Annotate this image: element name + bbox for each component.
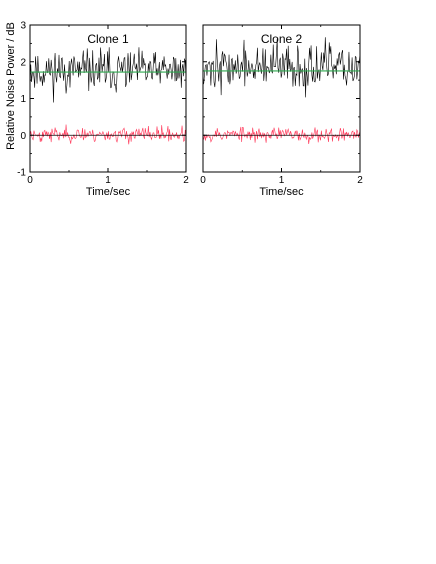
x-tick-label: 0 [200, 175, 206, 186]
plot-frame [202, 24, 361, 173]
x-tick-label: 1 [279, 175, 285, 186]
x-tick-label: 2 [357, 175, 363, 186]
x-axis-label: Time/sec [86, 186, 131, 198]
y-tick-label: 0 [20, 131, 26, 142]
y-tick-label: 1 [20, 94, 26, 105]
reference-trace-line [30, 124, 186, 145]
x-tick-label: 1 [105, 175, 111, 186]
x-tick-label: 2 [183, 175, 189, 186]
y-tick-label: -1 [17, 168, 26, 179]
plot-area [203, 37, 360, 145]
clone-2-panel: 0 1 2 Clone 2 Time/sec [200, 24, 363, 198]
y-tick-label: 3 [20, 21, 26, 32]
x-axis-label: Time/sec [259, 186, 304, 198]
plot-area [30, 47, 186, 145]
panel-title: Clone 1 [87, 32, 129, 46]
y-tick-label: 2 [20, 57, 26, 68]
noise-trace-line [30, 47, 186, 103]
x-tick-label: 0 [27, 175, 33, 186]
panel-title: Clone 2 [261, 32, 303, 46]
noise-trace-line [203, 37, 360, 98]
y-axis-label: Relative Noise Power / dB [5, 22, 17, 150]
